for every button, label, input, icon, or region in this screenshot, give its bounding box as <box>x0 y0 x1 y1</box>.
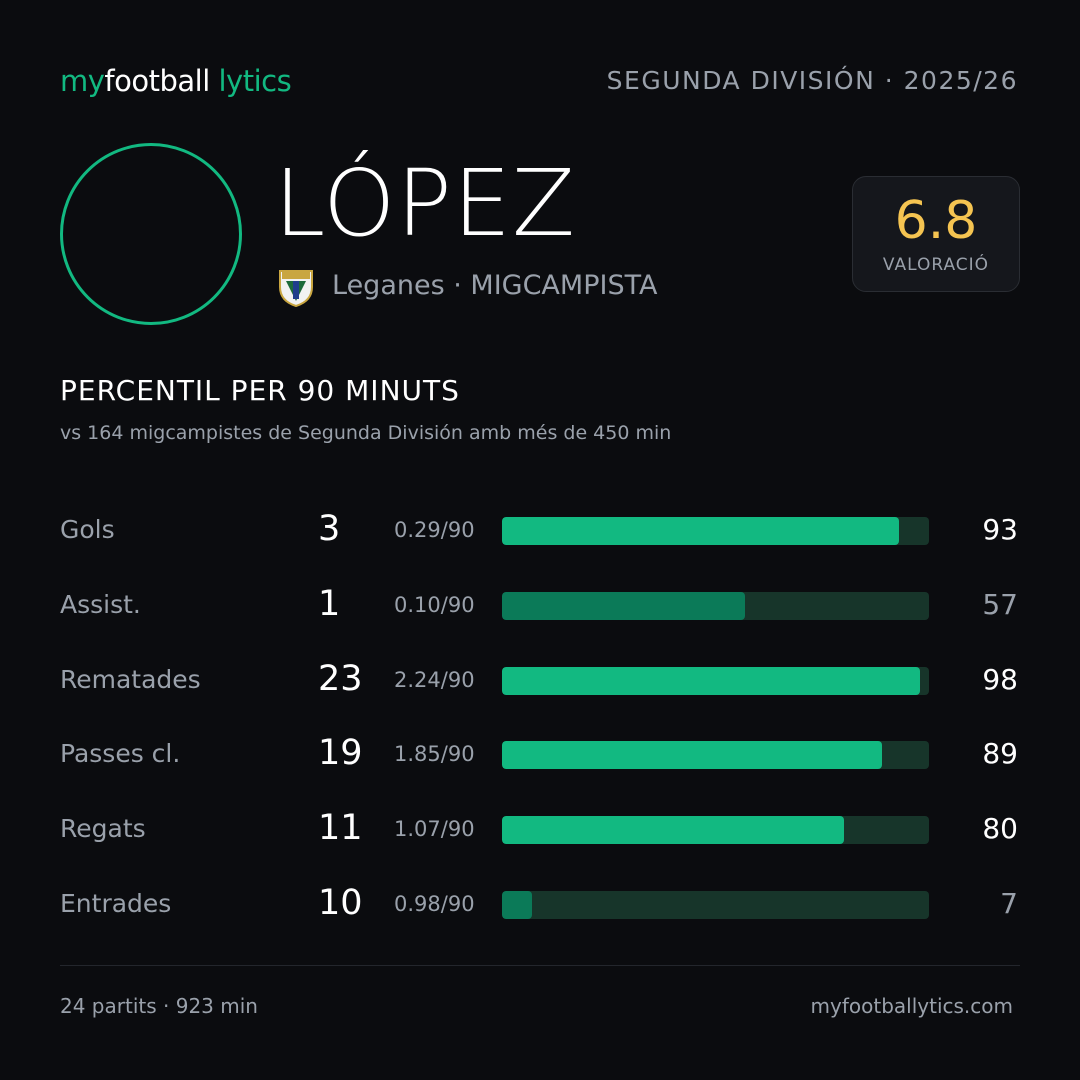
row-label: Entrades <box>60 889 172 918</box>
team-position: Leganes · MIGCAMPISTA <box>332 270 658 301</box>
separator <box>60 965 1020 966</box>
row-percentile: 80 <box>982 812 1018 846</box>
logo-part: football <box>104 64 210 98</box>
row-label: Gols <box>60 515 115 544</box>
row-per90: 2.24/90 <box>394 667 475 692</box>
row-label: Rematades <box>60 664 201 694</box>
avatar <box>60 143 242 325</box>
row-percentile: 89 <box>982 737 1018 771</box>
logo-part: lytics <box>218 64 292 98</box>
bar-track <box>502 666 929 695</box>
footer-site: myfootballytics.com <box>810 994 1013 1018</box>
bar <box>502 666 921 695</box>
bar-track <box>502 891 929 919</box>
bar-track <box>502 816 929 845</box>
bar-track <box>502 517 929 545</box>
row-per90: 0.10/90 <box>394 592 475 617</box>
row-count: 3 <box>318 509 341 549</box>
row-count: 23 <box>318 658 363 699</box>
footer-stats: 24 partits · 923 min <box>60 994 258 1018</box>
row-label: Assist. <box>60 589 141 619</box>
row-percentile: 93 <box>982 513 1018 546</box>
rating-box: 6.8 VALORACIÓ <box>852 176 1020 292</box>
row-percentile: 57 <box>982 587 1018 621</box>
bar <box>502 891 532 919</box>
row-per90: 0.98/90 <box>394 892 475 916</box>
logo-part: my <box>60 64 105 98</box>
bar <box>502 517 900 545</box>
logo: myfootball lytics <box>60 64 292 98</box>
row-per90: 1.07/90 <box>394 817 475 842</box>
row-percentile: 98 <box>982 662 1018 696</box>
row-count: 11 <box>318 808 363 849</box>
row-label: Regats <box>60 814 146 844</box>
bar-track <box>502 741 929 770</box>
rating-label: VALORACIÓ <box>882 255 990 275</box>
bar <box>502 741 883 770</box>
row-count: 10 <box>318 883 363 923</box>
row-label: Passes cl. <box>60 739 181 769</box>
bar-track <box>502 591 929 620</box>
competition: SEGUNDA DIVISIÓN · 2025/26 <box>606 66 1018 95</box>
row-count: 19 <box>318 733 363 774</box>
player-name: LÓPEZ <box>274 150 577 257</box>
row-count: 1 <box>318 583 341 624</box>
row-percentile: 7 <box>1000 887 1018 920</box>
row-per90: 0.29/90 <box>394 518 475 542</box>
rating: 6.8 <box>894 191 978 251</box>
section-title: PERCENTIL PER 90 MINUTS <box>60 374 460 407</box>
bar <box>502 591 746 620</box>
row-per90: 1.85/90 <box>394 742 475 767</box>
bar <box>502 816 844 845</box>
crest <box>279 270 313 307</box>
section-subtitle: vs 164 migcampistes de Segunda División … <box>60 422 672 444</box>
